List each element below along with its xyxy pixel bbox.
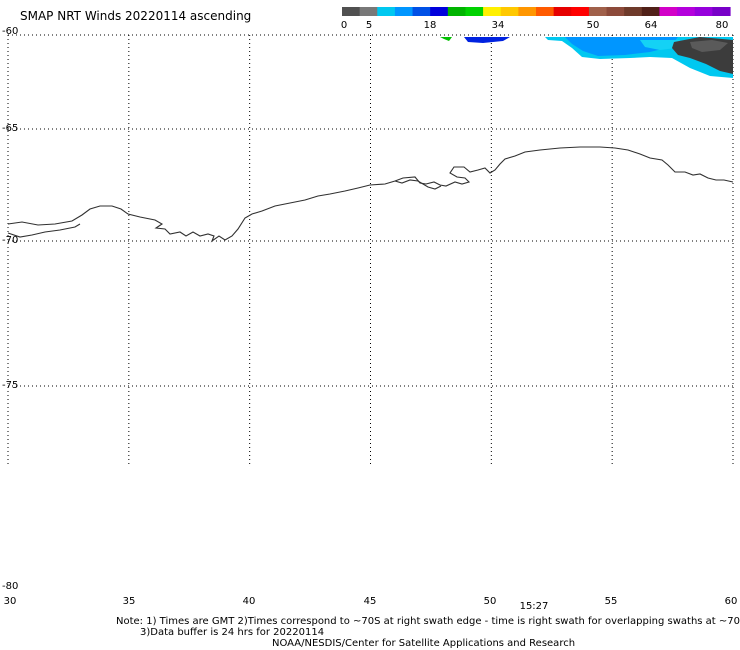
lon-label-50: 50 (483, 596, 497, 607)
map-title: SMAP NRT Winds 20220114 ascending (20, 9, 252, 23)
colorbar-segment (571, 7, 590, 16)
lon-label-60: 60 (724, 596, 738, 607)
colorbar-segment (606, 7, 625, 16)
colorbar-tick-18: 18 (423, 20, 437, 31)
colorbar-segment (377, 7, 396, 16)
colorbar-segment (712, 7, 731, 16)
note-line-1: Note: 1) Times are GMT 2)Times correspon… (116, 616, 740, 627)
lon-label-30: 30 (3, 596, 17, 607)
lon-label-45: 45 (363, 596, 377, 607)
colorbar-tick-80: 80 (715, 20, 729, 31)
lon-label-55: 55 (604, 596, 618, 607)
colorbar-tick-0: 0 (340, 20, 348, 31)
colorbar-segment (500, 7, 519, 16)
colorbar-segment (553, 7, 572, 16)
colorbar-segment (483, 7, 502, 16)
colorbar-segment (694, 7, 713, 16)
swath-cyan-light-strip (640, 40, 680, 50)
lat-label-70: -70 (2, 235, 19, 246)
swath-green-patch (440, 37, 452, 41)
lat-label-80: -80 (2, 581, 19, 592)
colorbar-segment (641, 7, 661, 16)
colorbar-segment (588, 7, 608, 16)
colorbar-segment (465, 7, 484, 16)
coastline-start (7, 223, 81, 238)
colorbar-segment (518, 7, 537, 16)
lat-label-60: -60 (2, 26, 19, 37)
lat-label-75: -75 (2, 380, 19, 391)
swath-blue-patch (464, 37, 510, 43)
lon-label-35: 35 (122, 596, 136, 607)
colorbar-segment (430, 7, 449, 16)
lat-label-65: -65 (2, 123, 19, 134)
note-line-3: NOAA/NESDIS/Center for Satellite Applica… (272, 638, 576, 649)
colorbar-tick-50: 50 (586, 20, 600, 31)
colorbar-segment (624, 7, 643, 16)
swath-time-label: 15:27 (519, 601, 549, 612)
wind-speed-colorbar (342, 7, 731, 16)
ice-shelf-line (394, 179, 442, 190)
colorbar-segment (342, 7, 361, 16)
antarctic-coastline (7, 146, 734, 243)
colorbar-segment (359, 7, 378, 16)
wind-swath (440, 37, 733, 78)
lon-label-40: 40 (242, 596, 256, 607)
swath-gray-highlight (690, 40, 728, 52)
colorbar-segment (659, 7, 678, 16)
colorbar-tick-34: 34 (491, 20, 505, 31)
colorbar-tick-64: 64 (644, 20, 658, 31)
colorbar-segment (536, 7, 555, 16)
colorbar-segment (677, 7, 696, 16)
colorbar-segment (394, 7, 414, 16)
colorbar-segment (412, 7, 431, 16)
colorbar-tick-5: 5 (365, 20, 373, 31)
colorbar-segment (447, 7, 467, 16)
note-line-2: 3)Data buffer is 24 hrs for 20220114 (140, 627, 325, 638)
lat-lon-grid (7, 34, 734, 465)
